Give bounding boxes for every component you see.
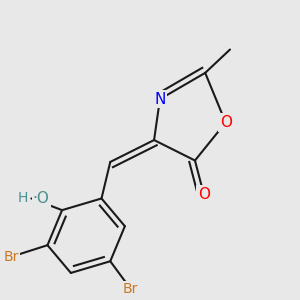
Text: O: O bbox=[220, 115, 232, 130]
Text: ·O: ·O bbox=[33, 191, 50, 206]
Text: O: O bbox=[198, 187, 210, 202]
Text: H: H bbox=[18, 191, 28, 206]
Text: methyl: methyl bbox=[230, 47, 235, 48]
Text: Br: Br bbox=[3, 250, 19, 264]
Text: Br: Br bbox=[123, 282, 138, 296]
Text: N: N bbox=[154, 92, 166, 107]
